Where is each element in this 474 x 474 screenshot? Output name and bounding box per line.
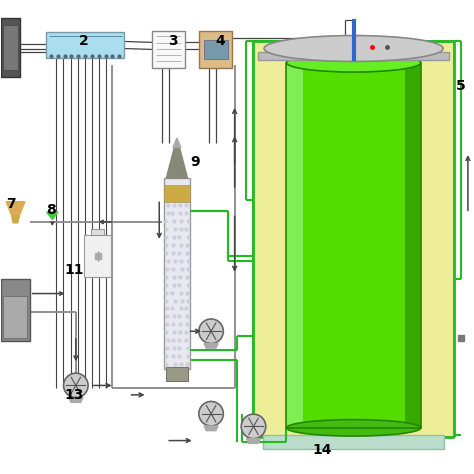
Ellipse shape bbox=[264, 36, 443, 62]
Text: 3: 3 bbox=[169, 35, 178, 48]
Ellipse shape bbox=[199, 319, 223, 344]
Text: 2: 2 bbox=[79, 35, 89, 48]
Polygon shape bbox=[69, 398, 83, 402]
Text: 5: 5 bbox=[456, 79, 466, 93]
Ellipse shape bbox=[64, 373, 88, 398]
Polygon shape bbox=[173, 138, 181, 147]
Polygon shape bbox=[12, 216, 19, 223]
Bar bbox=[3, 25, 18, 70]
Bar bbox=[152, 31, 185, 68]
Bar bbox=[258, 52, 449, 60]
Bar bbox=[84, 235, 111, 277]
Text: 13: 13 bbox=[65, 388, 84, 402]
Bar bbox=[166, 366, 188, 381]
Ellipse shape bbox=[286, 419, 421, 436]
Bar bbox=[286, 63, 302, 428]
Text: 11: 11 bbox=[64, 263, 84, 277]
Bar bbox=[263, 435, 444, 449]
Bar bbox=[164, 178, 190, 369]
Polygon shape bbox=[246, 438, 261, 443]
Bar bbox=[164, 185, 190, 201]
Polygon shape bbox=[6, 201, 25, 216]
Bar bbox=[286, 63, 421, 428]
Ellipse shape bbox=[286, 53, 421, 72]
Text: 4: 4 bbox=[216, 35, 225, 48]
Bar bbox=[254, 41, 454, 438]
Bar bbox=[405, 63, 421, 428]
Text: 8: 8 bbox=[46, 203, 56, 217]
Bar bbox=[91, 229, 104, 235]
Bar bbox=[204, 40, 228, 59]
Bar bbox=[199, 31, 232, 68]
Bar bbox=[3, 296, 27, 338]
Polygon shape bbox=[204, 344, 218, 348]
Polygon shape bbox=[204, 426, 218, 431]
Bar bbox=[1, 18, 20, 77]
Polygon shape bbox=[166, 147, 188, 178]
Text: 9: 9 bbox=[190, 155, 200, 169]
Ellipse shape bbox=[241, 414, 266, 438]
Bar bbox=[46, 32, 124, 58]
Polygon shape bbox=[46, 212, 58, 219]
Bar bbox=[1, 279, 30, 341]
Bar bbox=[286, 63, 421, 428]
Ellipse shape bbox=[199, 401, 223, 426]
Text: 14: 14 bbox=[312, 443, 332, 457]
Text: 7: 7 bbox=[6, 197, 16, 211]
